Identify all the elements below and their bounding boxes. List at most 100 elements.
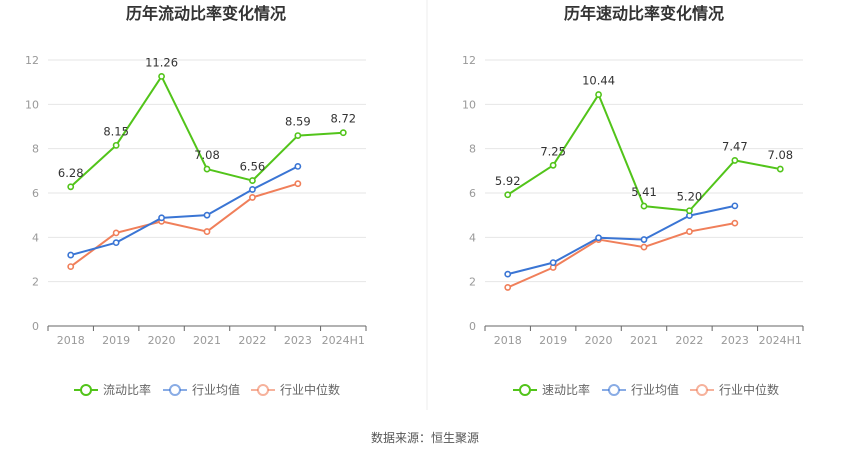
series-2 — [504, 219, 739, 291]
y-tick-label: 12 — [462, 54, 476, 67]
x-tick-label: 2023 — [721, 334, 749, 347]
y-tick-label: 2 — [32, 276, 39, 289]
data-label: 7.47 — [722, 139, 748, 153]
legend-label: 行业中位数 — [280, 382, 340, 397]
legend-marker — [80, 384, 92, 396]
data-point[interactable] — [294, 180, 302, 188]
legend-label: 流动比率 — [103, 382, 151, 397]
data-point[interactable] — [731, 202, 739, 210]
y-tick-label: 10 — [25, 98, 39, 111]
y-tick-label: 8 — [469, 143, 476, 156]
data-point[interactable] — [203, 228, 211, 235]
y-tick-label: 0 — [469, 320, 476, 333]
y-tick-label: 6 — [469, 187, 476, 200]
x-tick-label: 2024H1 — [322, 334, 365, 347]
data-point[interactable] — [249, 177, 256, 184]
legend-item[interactable]: 速动比率 — [513, 382, 590, 397]
series-line — [507, 222, 736, 289]
data-point[interactable] — [112, 239, 120, 247]
data-point[interactable] — [158, 214, 165, 222]
data-point[interactable] — [294, 132, 302, 139]
data-point[interactable] — [67, 251, 75, 259]
data-point[interactable] — [112, 229, 120, 237]
quick-ratio-chart: 历年速动比率变化情况 0 2 4 6 8 10 12 2018 2019 2020 2021 2022… — [462, 4, 804, 397]
data-point[interactable] — [640, 243, 648, 251]
x-tick-label: 2020 — [585, 334, 613, 347]
x-tick-label: 2019 — [102, 334, 130, 347]
data-source-label: 数据来源：恒生聚源 — [371, 430, 479, 445]
legend-marker — [519, 384, 531, 396]
data-label: 8.15 — [103, 124, 129, 138]
y-tick-label: 4 — [32, 231, 39, 244]
legend-item[interactable]: 行业中位数 — [690, 382, 779, 397]
data-point[interactable] — [504, 270, 512, 278]
legend-label: 速动比率 — [542, 382, 590, 397]
series-line — [70, 182, 299, 268]
y-tick-label: 4 — [469, 231, 476, 244]
data-point[interactable] — [203, 211, 211, 219]
y-tick-label: 10 — [462, 98, 476, 111]
chart-title: 历年速动比率变化情况 — [564, 4, 724, 23]
data-point[interactable] — [67, 263, 75, 270]
x-tick-label: 2021 — [193, 334, 221, 347]
data-label: 6.28 — [58, 166, 84, 180]
x-tick-label: 2020 — [148, 334, 176, 347]
x-tick-label: 2018 — [57, 334, 85, 347]
data-point[interactable] — [249, 194, 256, 201]
series-0: 6.28 8.15 11.26 7.08 6.56 8.59 8.72 — [58, 55, 356, 191]
data-point[interactable] — [686, 228, 693, 235]
data-point[interactable] — [504, 284, 512, 291]
data-point[interactable] — [549, 161, 557, 169]
data-point[interactable] — [640, 202, 648, 210]
data-label: 7.08 — [767, 148, 793, 162]
series-line — [70, 165, 299, 257]
data-label: 5.20 — [677, 190, 703, 204]
y-tick-label: 8 — [32, 143, 39, 156]
data-point[interactable] — [158, 73, 165, 80]
y-tick-label: 6 — [32, 187, 39, 200]
data-point[interactable] — [549, 259, 557, 267]
legend-marker — [169, 384, 181, 396]
y-tick-label: 0 — [32, 320, 39, 333]
y-tick-label: 12 — [25, 54, 39, 67]
data-point[interactable] — [67, 183, 75, 191]
data-point[interactable] — [595, 91, 602, 98]
current-ratio-chart: 历年流动比率变化情况 0 2 4 6 8 10 12 2018 2019 2020 2021 2022… — [25, 4, 367, 397]
data-label: 10.44 — [582, 74, 615, 88]
data-point[interactable] — [339, 129, 347, 137]
data-label: 5.41 — [631, 185, 657, 199]
series-1 — [504, 202, 739, 278]
legend-item[interactable]: 行业中位数 — [251, 382, 340, 397]
series-1 — [67, 162, 302, 259]
data-point[interactable] — [294, 162, 302, 170]
x-tick-label: 2022 — [675, 334, 703, 347]
data-point[interactable] — [640, 236, 648, 243]
data-label: 8.59 — [285, 115, 311, 129]
data-point[interactable] — [595, 234, 602, 242]
data-point[interactable] — [776, 165, 784, 173]
series-0: 5.92 7.25 10.44 5.41 5.20 7.47 7.08 — [495, 74, 793, 215]
legend-marker — [696, 384, 708, 396]
data-point[interactable] — [731, 157, 739, 164]
data-point[interactable] — [686, 207, 693, 215]
legend-item[interactable]: 行业均值 — [163, 382, 240, 397]
legend-item[interactable]: 行业均值 — [602, 382, 679, 397]
legend-marker — [257, 384, 269, 396]
legend-label: 行业均值 — [631, 382, 679, 397]
series-2 — [67, 180, 302, 270]
data-point[interactable] — [249, 186, 256, 193]
data-point[interactable] — [112, 141, 120, 149]
data-point[interactable] — [504, 191, 512, 199]
data-label: 8.72 — [330, 112, 356, 126]
data-point[interactable] — [203, 165, 211, 173]
x-tick-label: 2023 — [284, 334, 312, 347]
x-tick-label: 2024H1 — [759, 334, 802, 347]
x-tick-label: 2022 — [238, 334, 266, 347]
data-label: 5.92 — [495, 174, 521, 188]
legend-item[interactable]: 流动比率 — [74, 382, 151, 397]
x-tick-label: 2018 — [494, 334, 522, 347]
legend-label: 行业均值 — [192, 382, 240, 397]
data-label: 11.26 — [145, 55, 178, 69]
data-point[interactable] — [731, 219, 739, 227]
